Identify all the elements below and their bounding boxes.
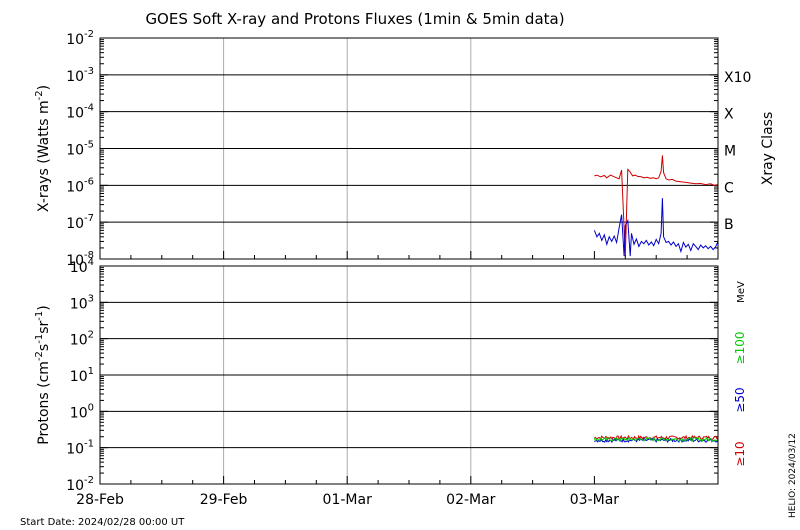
xray-class-label: X10: [724, 70, 751, 86]
y-tick-label: 10-2: [66, 29, 94, 48]
energy-channel-label: ≥100: [733, 332, 747, 365]
y-tick-label: 102: [70, 330, 94, 349]
helio-date-stamp: HELIO: 2024/03/12: [788, 433, 798, 518]
proton-y-axis-label: Protons (cm-2s-1sr-1): [34, 305, 52, 444]
xray-class-label: C: [724, 180, 734, 196]
y-tick-label: 10-8: [66, 250, 94, 269]
y-tick-label: 10-7: [66, 213, 94, 232]
y-tick-label: 104: [70, 257, 94, 276]
energy-channel-label: ≥50: [733, 387, 747, 412]
x-tick-label: 01-Mar: [323, 492, 373, 508]
x-tick-label: 29-Feb: [200, 492, 248, 508]
y-tick-label: 10-3: [66, 66, 94, 85]
xray-class-label: M: [724, 144, 736, 160]
x-tick-label: 03-Mar: [570, 492, 620, 508]
xray-class-axis-label: Xray Class: [760, 112, 776, 186]
y-tick-label: 103: [70, 293, 94, 312]
energy-channel-label: ≥10: [733, 441, 747, 466]
proton-panel: 104 103 102 101 100 10-1 10-2 Protons (cm-2s-1s…: [34, 257, 747, 494]
chart-title: GOES Soft X-ray and Protons Fluxes (1min…: [145, 10, 564, 28]
xray-short-series: [593, 198, 718, 257]
energy-unit-label: MeV: [736, 281, 747, 303]
start-date-label: Start Date: 2024/02/28 00:00 UT: [20, 517, 185, 528]
y-tick-label: 100: [70, 402, 94, 421]
xray-class-label: B: [724, 217, 734, 233]
xray-class-label: X: [724, 107, 734, 123]
y-tick-label: 10-2: [66, 475, 94, 494]
xray-y-axis-label: X-rays (Watts m-2): [34, 85, 52, 212]
proton-series: [593, 436, 718, 443]
xray-long-series: [594, 155, 718, 257]
x-tick-label: 28-Feb: [76, 492, 124, 508]
y-tick-label: 10-4: [66, 103, 94, 122]
y-tick-label: 101: [70, 366, 94, 385]
x-axis: 28-Feb 29-Feb 01-Mar 02-Mar 03-Mar: [76, 251, 688, 508]
x-tick-label: 02-Mar: [446, 492, 496, 508]
xray-panel: 10-2 10-3 10-4 10-5 10-6 10-7 10-8 X10 X M C B Xray …: [34, 29, 776, 269]
y-tick-label: 10-1: [66, 439, 94, 458]
y-tick-label: 10-6: [66, 176, 94, 195]
y-tick-label: 10-5: [66, 140, 94, 159]
